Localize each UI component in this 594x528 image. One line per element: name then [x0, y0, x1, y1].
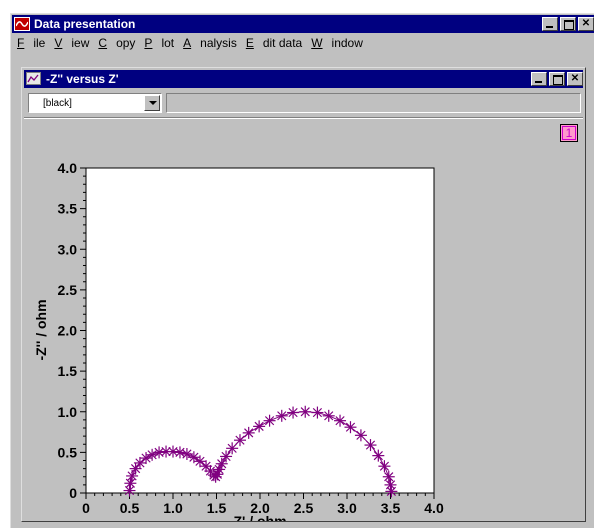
data-point: [242, 426, 255, 439]
data-point: [382, 470, 395, 483]
x-tick-label: 4.0: [424, 500, 444, 516]
data-point: [263, 414, 276, 427]
toolbar-divider: [24, 117, 583, 119]
x-tick-label: 1.5: [207, 500, 227, 516]
x-tick-label: 2.0: [250, 500, 270, 516]
data-point: [311, 406, 324, 419]
y-tick-label: 2.5: [58, 282, 78, 298]
data-point: [193, 455, 206, 468]
data-point: [160, 445, 173, 458]
app-titlebar[interactable]: Data presentation ✕: [12, 15, 594, 33]
data-point: [385, 485, 398, 498]
y-tick-label: 1.0: [58, 404, 78, 420]
page-badge[interactable]: 1: [560, 124, 578, 142]
x-axis-label: Z' / ohm: [233, 513, 286, 521]
plot-minimize-button[interactable]: [531, 72, 547, 86]
data-point: [384, 478, 397, 491]
y-tick-label: 0: [69, 485, 77, 501]
y-tick-label: 2.0: [58, 323, 78, 339]
plot-area: [85, 167, 435, 494]
plot-close-button[interactable]: ✕: [567, 72, 583, 86]
nyquist-plot: 0 0.5 1.0 1.5 2.0 2.5 3.0 3.5 4.0 0 0.5 1.0 1.5 2.0 2.…: [33, 160, 444, 521]
data-point: [275, 409, 288, 422]
data-point: [299, 405, 312, 418]
y-axis-label: -Z'' / ohm: [33, 299, 49, 360]
y-tick-label: 3.5: [58, 201, 78, 217]
plot-window-title: -Z'' versus Z': [46, 72, 119, 86]
plot-toolbar: [black]: [26, 93, 581, 115]
plot-maximize-button[interactable]: [549, 72, 565, 86]
app-title: Data presentation: [34, 17, 136, 31]
data-point: [378, 460, 391, 473]
data-point: [226, 442, 239, 455]
app-close-button[interactable]: ✕: [578, 17, 594, 31]
data-point: [322, 409, 335, 422]
chevron-down-icon[interactable]: [144, 95, 160, 111]
app-maximize-button[interactable]: [560, 17, 576, 31]
color-select-value: [black]: [43, 98, 72, 109]
data-point: [354, 429, 367, 442]
data-point: [211, 468, 224, 481]
x-tick-label: 0.5: [120, 500, 140, 516]
x-tick-label: 3.0: [337, 500, 357, 516]
data-point: [334, 414, 347, 427]
data-point: [253, 420, 266, 433]
data-point: [124, 477, 137, 490]
data-point: [287, 406, 300, 419]
data-point: [215, 457, 228, 470]
data-point: [133, 456, 146, 469]
data-point: [372, 449, 385, 462]
plot-window-titlebar[interactable]: -Z'' versus Z' ✕: [24, 70, 583, 88]
data-point: [140, 452, 153, 465]
color-select[interactable]: [black]: [28, 93, 162, 113]
data-point: [173, 446, 186, 459]
data-point: [233, 434, 246, 447]
data-point: [344, 421, 357, 434]
y-tick-label: 1.5: [58, 363, 78, 379]
y-tick-label: 0.5: [58, 444, 78, 460]
x-tick-label: 1.0: [163, 500, 183, 516]
y-tick-label: 3.0: [58, 241, 78, 257]
y-tick-label: 4.0: [58, 160, 78, 176]
x-tick-label: 3.5: [381, 500, 401, 516]
plot-window: -Z'' versus Z' ✕ [black] 1 0 0.5 1.0 1.5 2.0…: [21, 67, 586, 522]
data-point: [187, 451, 200, 464]
data-point: [364, 439, 377, 452]
x-tick-label: 2.5: [294, 500, 314, 516]
plot-window-icon: [26, 72, 41, 85]
data-point: [220, 450, 233, 463]
app-minimize-button[interactable]: [542, 17, 558, 31]
status-field: [166, 93, 581, 113]
app-logo-icon: [14, 17, 30, 31]
x-tick-label: 0: [82, 500, 90, 516]
